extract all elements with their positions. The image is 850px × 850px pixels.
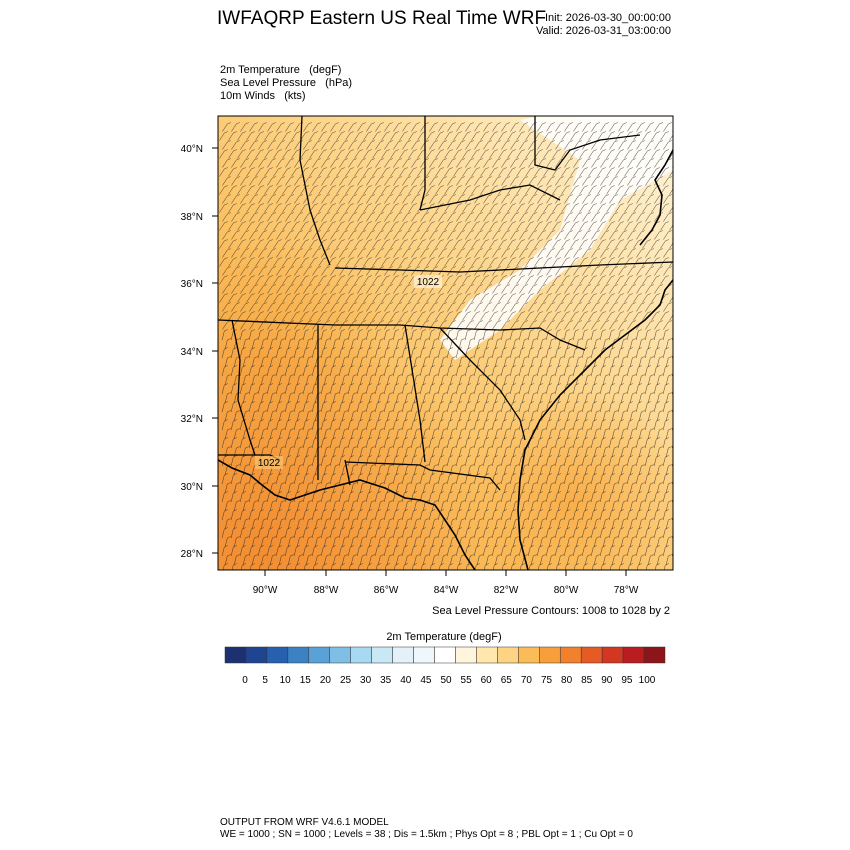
- lat-tick-label: 40°N: [181, 144, 203, 155]
- colorbar-label: 50: [440, 675, 452, 686]
- run-times: Init: 2026-03-30_00:00:00 Valid: 2026-03…: [536, 12, 671, 38]
- colorbar-swatch: [580, 646, 603, 664]
- isobar-label-1: 1022: [414, 275, 442, 288]
- colorbar: 0 5 10 15 20 25 30 35 40 45 50 55 60 65 70 75 80 85 90 95 10…: [224, 646, 666, 686]
- lon-tick-label: 80°W: [554, 585, 579, 596]
- colorbar-swatch: [518, 646, 540, 664]
- colorbar-swatch: [601, 646, 624, 664]
- model-footer: OUTPUT FROM WRF V4.6.1 MODEL WE = 1000 ;…: [220, 817, 633, 841]
- colorbar-label: 95: [621, 675, 633, 686]
- state-boundaries: [218, 116, 673, 491]
- colorbar-label: 35: [380, 675, 392, 686]
- lat-tick-label: 32°N: [181, 414, 203, 425]
- colorbar-swatch: [622, 646, 645, 664]
- colorbar-label: 70: [521, 675, 533, 686]
- lon-tick-label: 78°W: [614, 585, 639, 596]
- colorbar-swatch: [371, 646, 393, 664]
- lat-tick-label: 38°N: [181, 212, 203, 223]
- colorbar-swatch: [643, 646, 666, 664]
- contour-note: Sea Level Pressure Contours: 1008 to 102…: [432, 605, 670, 617]
- isobar-value: 1022: [258, 458, 281, 469]
- colorbar-swatch: [392, 646, 414, 664]
- colorbar-title: 2m Temperature (degF): [386, 631, 502, 643]
- footer-line-2: WE = 1000 ; SN = 1000 ; Levels = 38 ; Di…: [220, 829, 633, 840]
- colorbar-swatch: [539, 646, 561, 664]
- colorbar-label: 25: [340, 675, 352, 686]
- lat-tick-label: 30°N: [181, 482, 203, 493]
- isobar-label-2: 1022: [255, 456, 283, 469]
- lon-tick-label: 88°W: [314, 585, 339, 596]
- colorbar-label: 65: [501, 675, 513, 686]
- colorbar-swatch: [329, 646, 351, 664]
- colorbar-label: 55: [461, 675, 473, 686]
- field-winds: 10m Winds (kts): [220, 90, 306, 102]
- lat-tick-label: 36°N: [181, 279, 203, 290]
- lon-tick-label: 90°W: [253, 585, 278, 596]
- colorbar-swatch: [413, 646, 435, 664]
- colorbar-label: 80: [561, 675, 573, 686]
- latitude-axis: 40°N 38°N 36°N 34°N 32°N 30°N 28°N: [181, 144, 218, 560]
- field-list: 2m Temperature (degF) Sea Level Pressure…: [220, 64, 352, 103]
- colorbar-label: 15: [300, 675, 312, 686]
- footer-line-1: OUTPUT FROM WRF V4.6.1 MODEL: [220, 817, 389, 828]
- colorbar-swatch: [224, 646, 247, 664]
- colorbar-label: 45: [420, 675, 432, 686]
- colorbar-swatch: [434, 646, 456, 664]
- colorbar-label: 20: [320, 675, 332, 686]
- colorbar-label: 75: [541, 675, 553, 686]
- colorbar-swatch: [455, 646, 477, 664]
- colorbar-label: 0: [242, 675, 248, 686]
- init-time: Init: 2026-03-30_00:00:00: [545, 12, 671, 24]
- colorbar-label: 40: [400, 675, 412, 686]
- wind-barbs: [219, 122, 673, 570]
- colorbar-swatch: [350, 646, 372, 664]
- colorbar-swatch: [476, 646, 498, 664]
- isobar-value: 1022: [417, 277, 440, 288]
- field-temperature: 2m Temperature (degF): [220, 64, 342, 76]
- colorbar-swatch: [266, 646, 289, 664]
- colorbar-label: 85: [581, 675, 593, 686]
- lat-tick-label: 28°N: [181, 549, 203, 560]
- valid-time: Valid: 2026-03-31_03:00:00: [536, 25, 671, 37]
- longitude-axis: 90°W 88°W 86°W 84°W 82°W 80°W 78°W: [253, 570, 639, 596]
- lon-tick-label: 86°W: [374, 585, 399, 596]
- colorbar-swatch: [497, 646, 519, 664]
- colorbar-label: 10: [280, 675, 292, 686]
- field-pressure: Sea Level Pressure (hPa): [220, 77, 353, 89]
- colorbar-swatch: [559, 646, 582, 664]
- lat-tick-label: 34°N: [181, 347, 203, 358]
- colorbar-label: 60: [481, 675, 493, 686]
- lon-tick-label: 84°W: [434, 585, 459, 596]
- colorbar-swatch: [308, 646, 331, 664]
- map-title: IWFAQRP Eastern US Real Time WRF: [217, 8, 547, 29]
- colorbar-label: 100: [639, 675, 656, 686]
- colorbar-label: 5: [262, 675, 268, 686]
- colorbar-label: 30: [360, 675, 372, 686]
- lon-tick-label: 82°W: [494, 585, 519, 596]
- colorbar-label: 90: [601, 675, 613, 686]
- colorbar-swatch: [287, 646, 310, 664]
- colorbar-swatch: [245, 646, 268, 664]
